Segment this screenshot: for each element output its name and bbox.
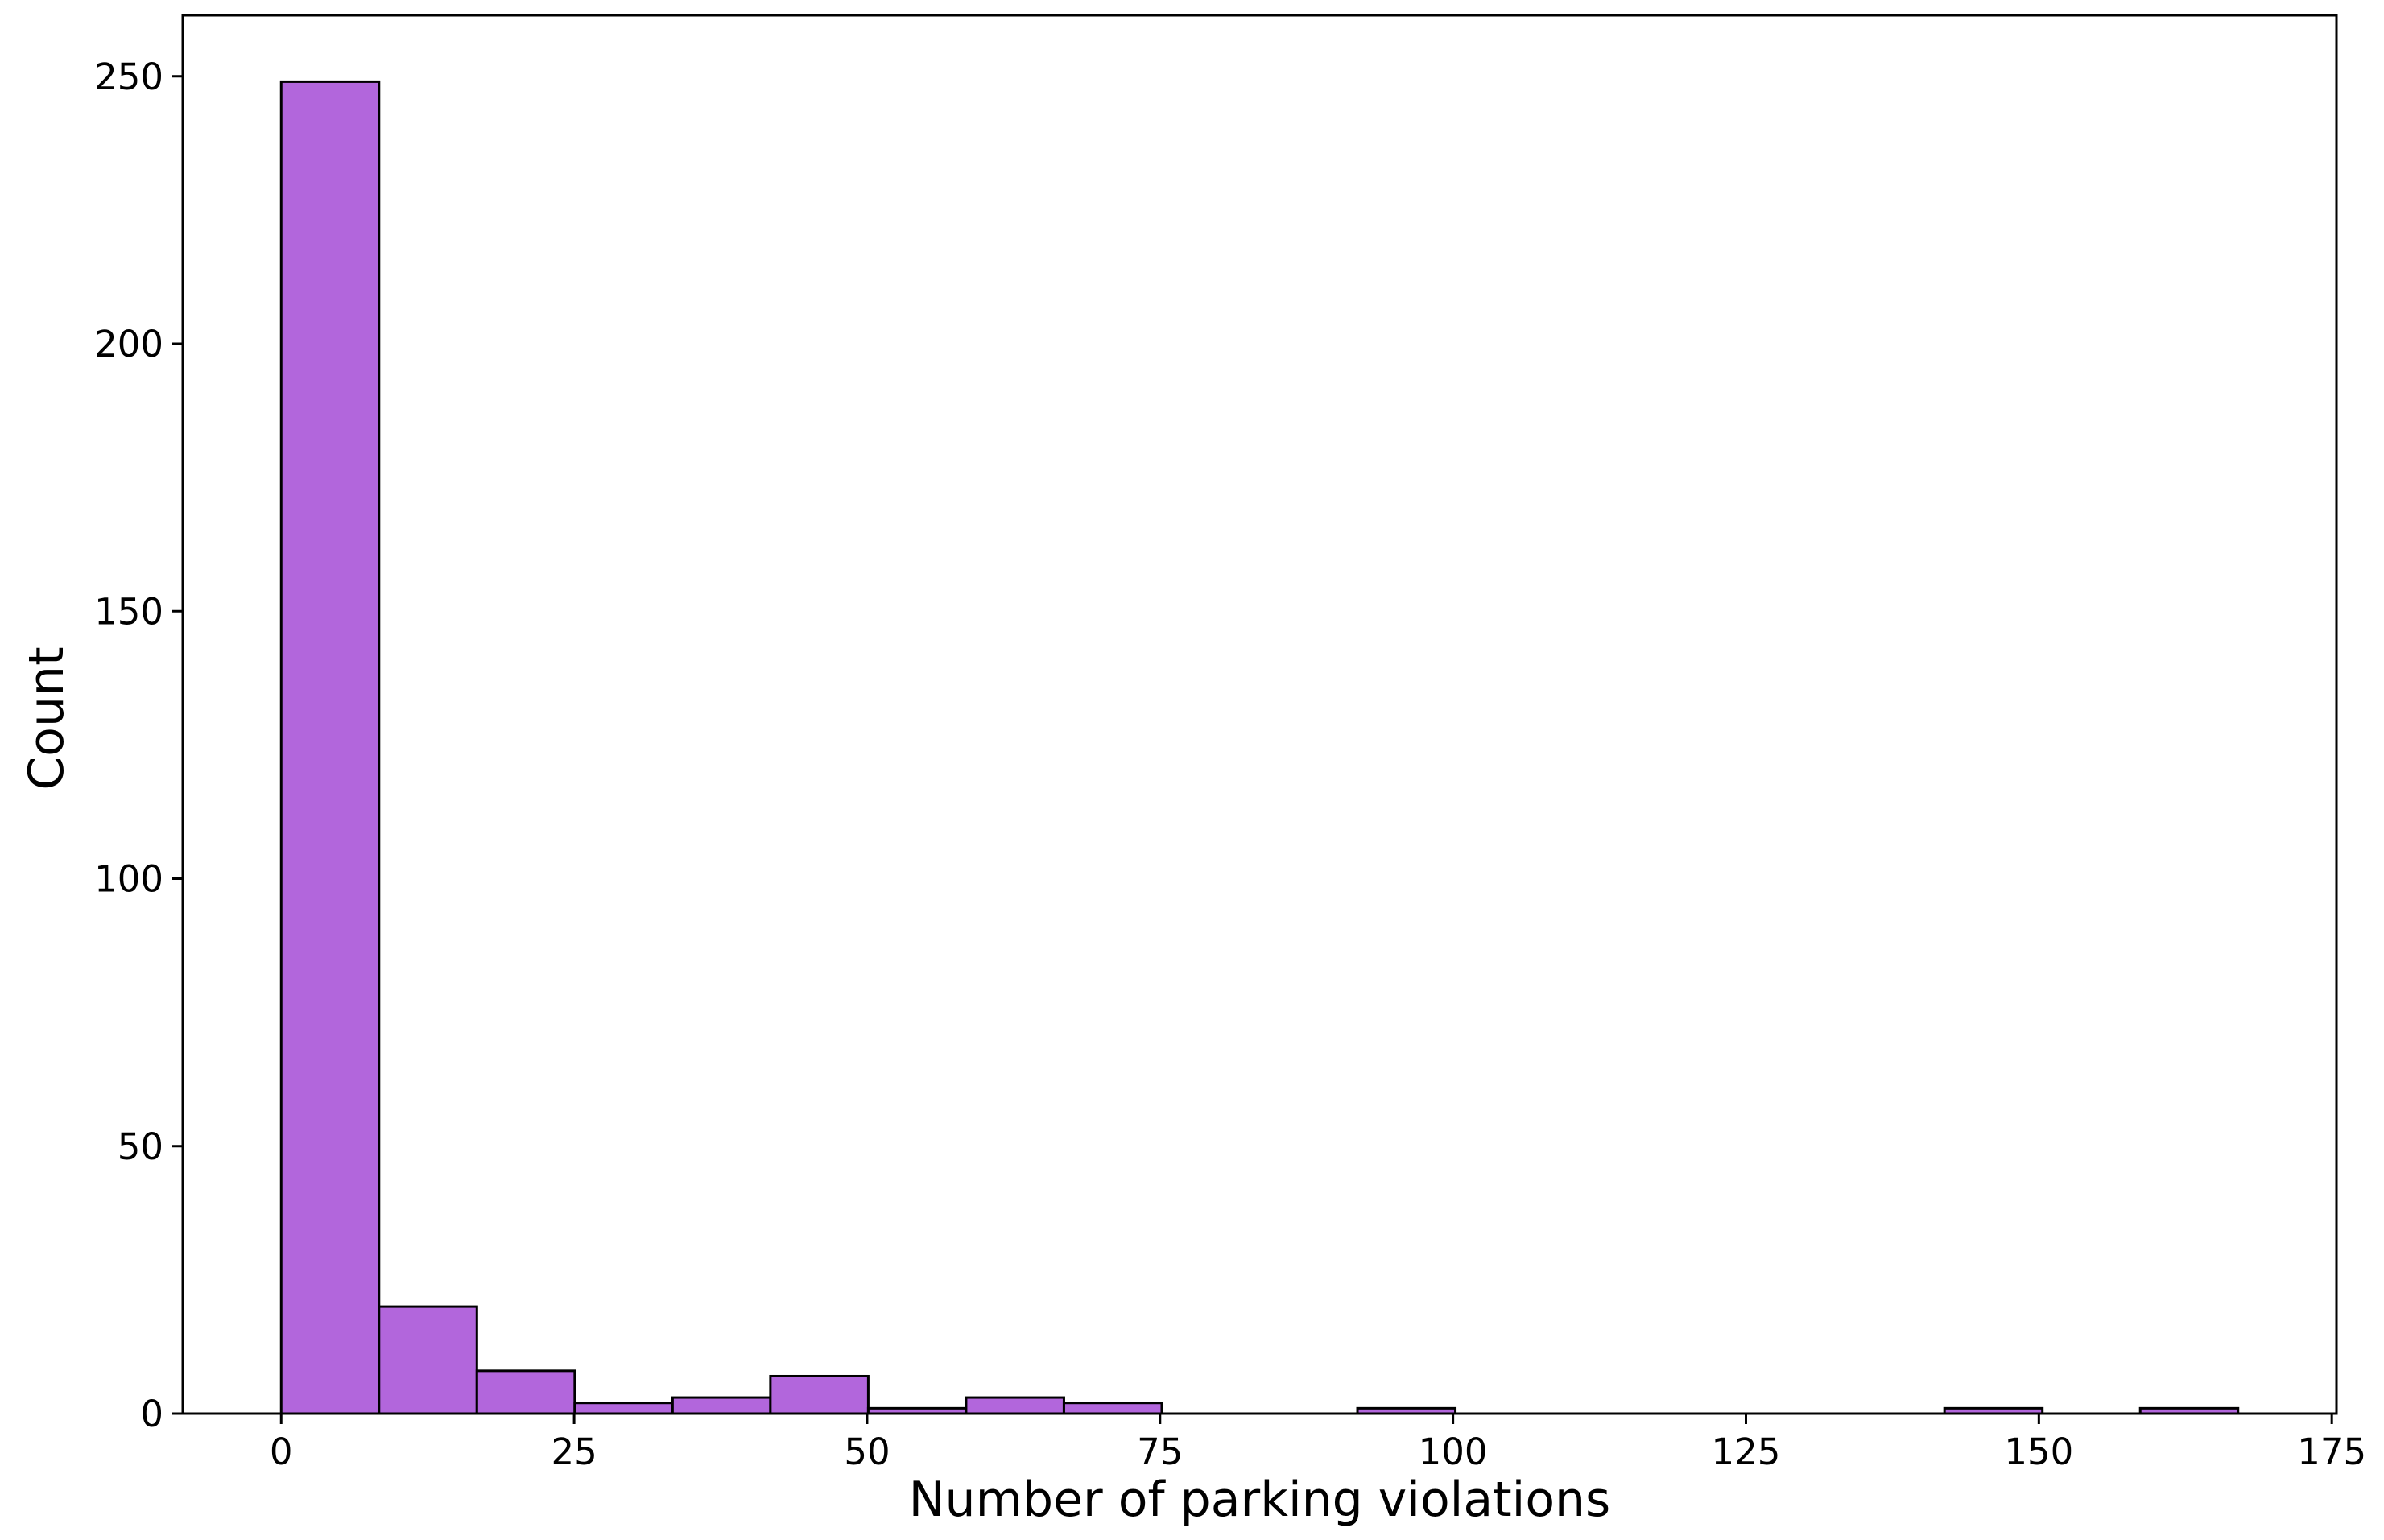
y-tick-label: 50 bbox=[118, 1125, 163, 1168]
y-tick-label: 250 bbox=[94, 56, 163, 98]
x-tick-label: 75 bbox=[1137, 1431, 1183, 1473]
histogram-bars bbox=[279, 80, 2240, 1415]
histogram-bar bbox=[671, 1396, 772, 1415]
x-tick-label: 150 bbox=[2004, 1431, 2073, 1473]
x-tick-label: 100 bbox=[1419, 1431, 1488, 1473]
histogram-bar bbox=[279, 80, 381, 1415]
histogram-bar bbox=[769, 1374, 870, 1415]
x-axis-ticks: 0 25 50 75 100 125 150 175 bbox=[270, 1414, 2366, 1473]
histogram-bar bbox=[965, 1396, 1065, 1415]
histogram-bar bbox=[378, 1305, 478, 1415]
x-tick-label: 175 bbox=[2297, 1431, 2366, 1473]
y-axis-ticks: 0 50 100 150 200 250 bbox=[94, 56, 183, 1435]
histogram-bar bbox=[475, 1369, 576, 1415]
x-tick-label: 50 bbox=[844, 1431, 890, 1473]
y-axis-title: Count bbox=[19, 646, 75, 790]
plot-frame bbox=[181, 14, 2338, 1415]
x-axis-title: Number of parking violations bbox=[909, 1472, 1611, 1528]
y-tick-label: 150 bbox=[94, 590, 163, 633]
y-tick-label: 0 bbox=[140, 1393, 163, 1435]
histogram-bar bbox=[1062, 1402, 1163, 1415]
histogram-bar bbox=[573, 1402, 674, 1415]
y-tick-label: 200 bbox=[94, 323, 163, 365]
x-tick-label: 0 bbox=[270, 1431, 293, 1473]
x-tick-label: 125 bbox=[1712, 1431, 1781, 1473]
y-tick-label: 100 bbox=[94, 858, 163, 901]
x-tick-label: 25 bbox=[551, 1431, 597, 1473]
